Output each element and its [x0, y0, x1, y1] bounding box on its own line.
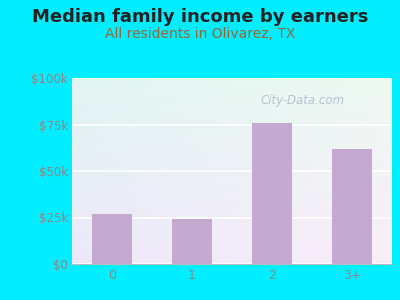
Bar	[172, 219, 212, 264]
Text: All residents in Olivarez, TX: All residents in Olivarez, TX	[105, 28, 295, 41]
Bar	[252, 123, 292, 264]
Bar	[332, 149, 372, 264]
Text: Median family income by earners: Median family income by earners	[32, 8, 368, 26]
Text: City-Data.com: City-Data.com	[260, 94, 344, 107]
Bar	[92, 214, 132, 264]
